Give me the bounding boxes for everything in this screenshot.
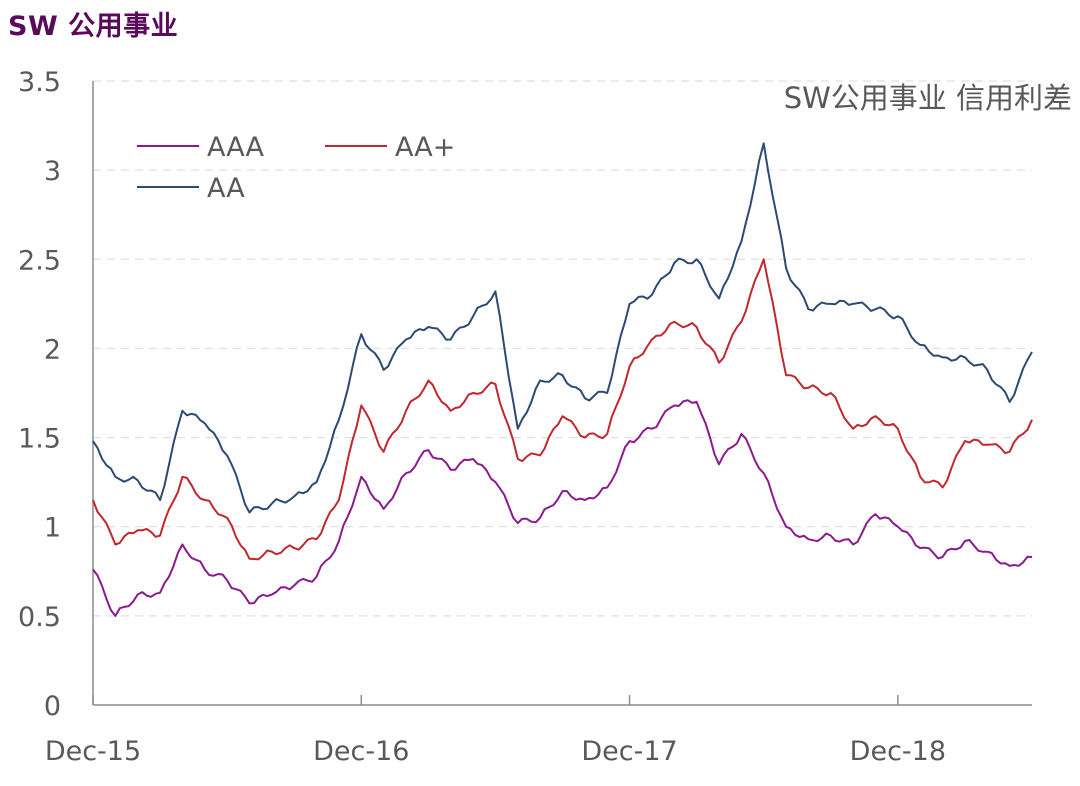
y-tick-label: 2.5: [18, 245, 61, 276]
y-tick-label: 3.5: [18, 67, 61, 98]
page-title: SW 公用事业: [8, 11, 179, 42]
legend: AAA AA+ AA: [137, 132, 455, 204]
y-tick-label: 3: [44, 156, 61, 187]
grid-layer: [93, 80, 1032, 617]
series-line-aa: [92, 142, 1033, 514]
x-tick-label: Dec-17: [581, 736, 677, 767]
series-layer: [92, 142, 1033, 617]
legend-label: AAA: [207, 132, 264, 163]
y-tick-label: 0: [44, 691, 61, 722]
legend-label: AA: [207, 173, 245, 204]
x-tick-label: Dec-16: [313, 736, 409, 767]
x-tick-label: Dec-18: [850, 736, 946, 767]
axis-layer: 0 0.5 1 1.5 2 2.5 3 3.5 Dec-15 Dec-16 Dec-17 Dec-18: [18, 67, 1032, 767]
legend-label: AA+: [395, 132, 455, 163]
y-tick-label: 1: [44, 513, 61, 544]
y-tick-label: 0.5: [18, 602, 61, 633]
series-line-aaa: [92, 399, 1033, 617]
series-line-aa-plus: [92, 258, 1033, 561]
x-tick-label: Dec-15: [45, 736, 141, 767]
y-tick-label: 2: [44, 334, 61, 365]
y-tick-label: 1.5: [18, 424, 61, 455]
chart-title: SW公用事业 信用利差: [784, 81, 1072, 115]
